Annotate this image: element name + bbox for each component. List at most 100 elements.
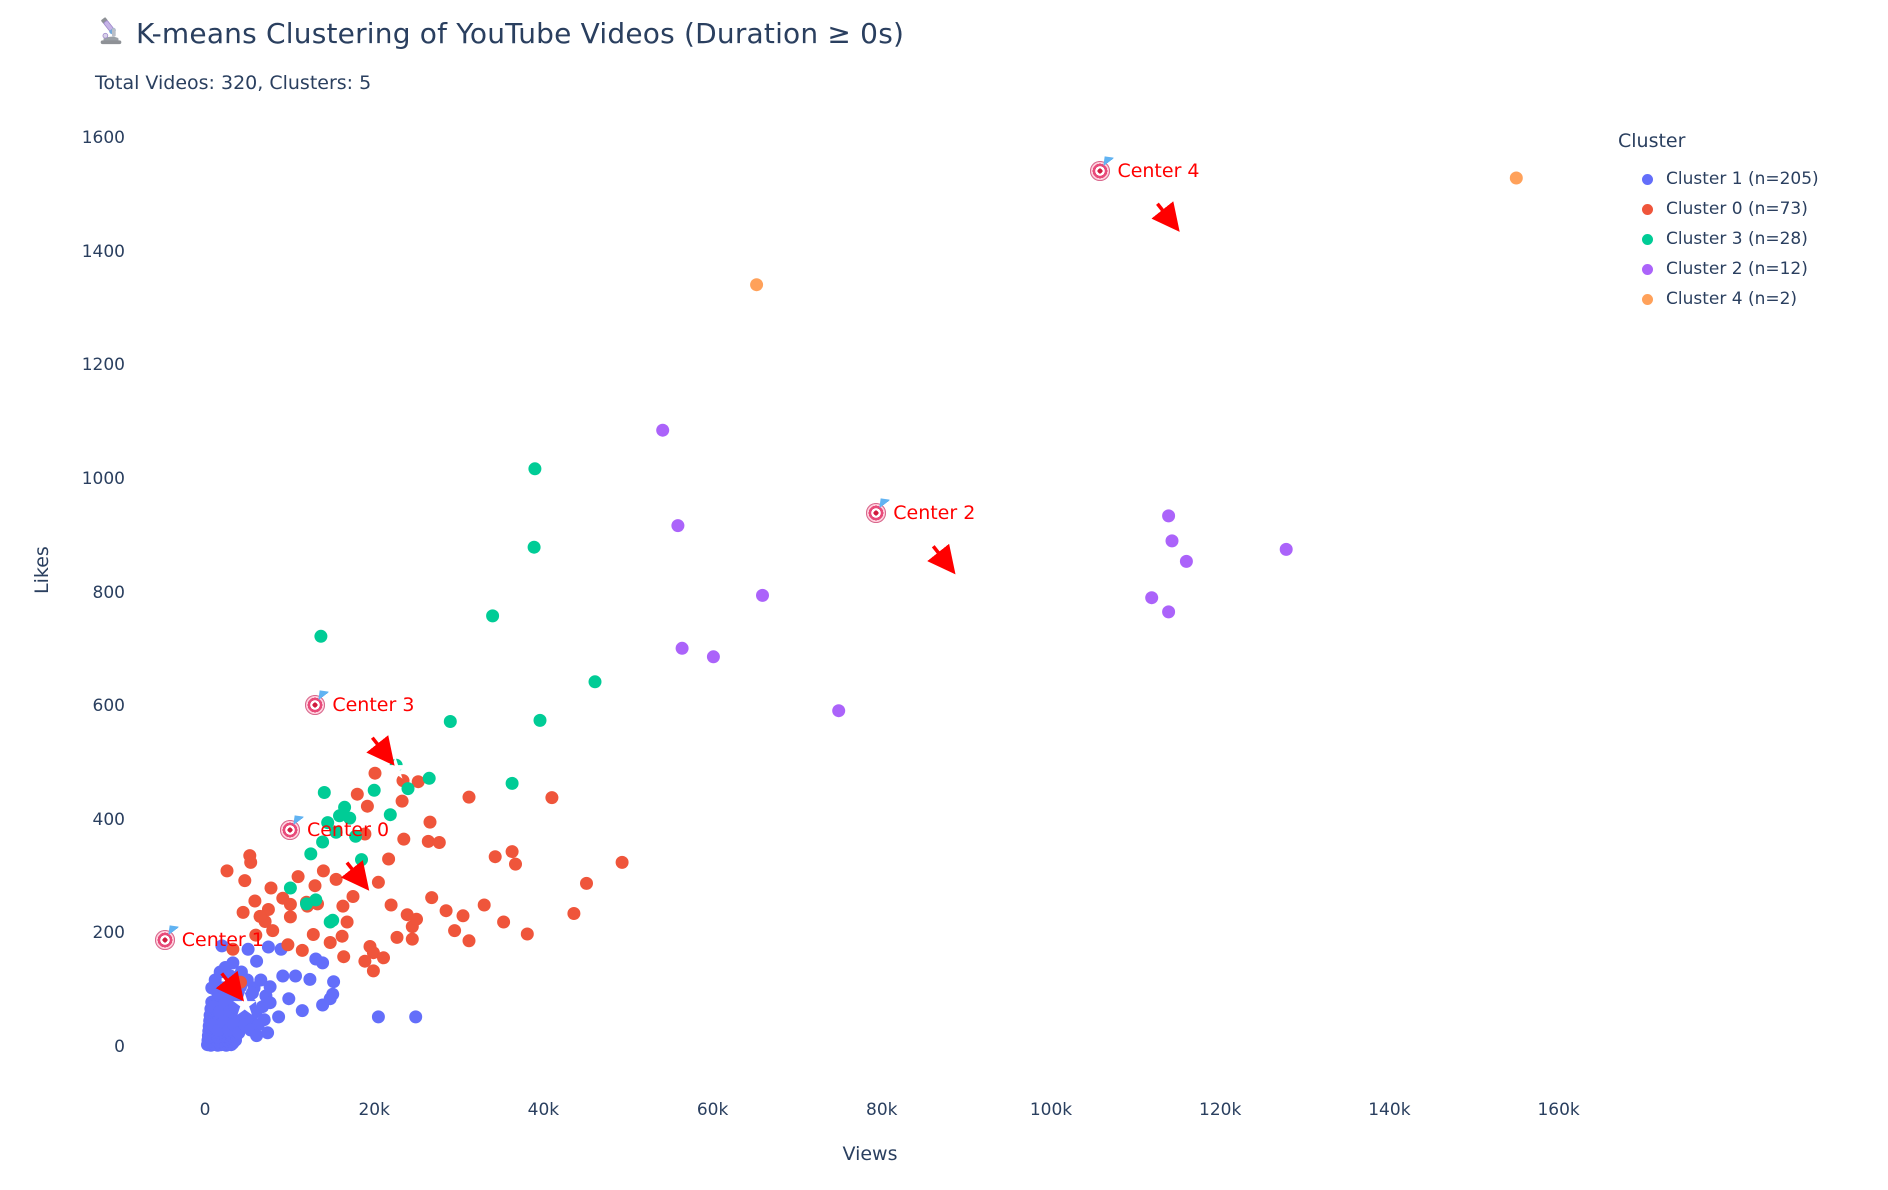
y-tick-label: 1200 bbox=[81, 355, 125, 376]
center-label: Center 0 bbox=[306, 818, 390, 841]
scatter-point bbox=[264, 881, 278, 895]
scatter-point bbox=[281, 938, 295, 952]
x-tick-label: 80k bbox=[866, 1100, 898, 1120]
scatter-point bbox=[340, 915, 354, 929]
scatter-point bbox=[439, 904, 453, 918]
legend-item-cluster-4[interactable]: Cluster 4 (n=2) bbox=[1618, 284, 1819, 314]
scatter-point bbox=[349, 829, 363, 843]
legend-item-cluster-3[interactable]: Cluster 3 (n=28) bbox=[1618, 224, 1819, 254]
scatter-point bbox=[1162, 605, 1176, 619]
scatter-point bbox=[316, 835, 330, 849]
scatter-point bbox=[304, 847, 318, 861]
scatter-point bbox=[358, 954, 372, 968]
scatter-point bbox=[425, 891, 439, 905]
scatter-point bbox=[366, 964, 380, 978]
scatter-point bbox=[283, 881, 297, 895]
center-arrow bbox=[1151, 201, 1180, 232]
scatter-point bbox=[241, 942, 255, 956]
scatter-point bbox=[355, 853, 368, 867]
scatter-point bbox=[282, 992, 296, 1006]
scatter-point bbox=[527, 540, 541, 554]
scatter-point bbox=[226, 956, 240, 970]
x-tick-label: 20k bbox=[358, 1100, 390, 1120]
scatter-point bbox=[329, 825, 343, 839]
scatter-point bbox=[410, 912, 423, 926]
scatter-point bbox=[545, 791, 559, 805]
legend-dot bbox=[1642, 233, 1653, 245]
legend-item-cluster-1[interactable]: Cluster 1 (n=205) bbox=[1618, 164, 1819, 194]
center-arrow bbox=[340, 860, 370, 891]
scatter-point bbox=[456, 909, 470, 923]
scatter-point bbox=[314, 629, 328, 643]
scatter-point bbox=[215, 939, 229, 953]
scatter-point bbox=[395, 794, 409, 808]
scatter-point bbox=[220, 864, 234, 878]
y-tick-label: 400 bbox=[92, 809, 125, 830]
scatter-point bbox=[371, 875, 385, 889]
scatter-point bbox=[327, 975, 341, 989]
scatter-point bbox=[335, 929, 349, 943]
legend-item-label: Cluster 1 (n=205) bbox=[1666, 169, 1819, 189]
scatter-point bbox=[615, 855, 629, 869]
legend-dot bbox=[1642, 203, 1653, 215]
scatter-point bbox=[421, 834, 435, 848]
scatter-point bbox=[497, 915, 511, 929]
scatter-point bbox=[263, 996, 277, 1010]
legend: Cluster Cluster 1 (n=205) Cluster 0 (n=73… bbox=[1618, 130, 1819, 314]
scatter-point bbox=[226, 942, 240, 956]
scatter-point bbox=[401, 782, 415, 796]
scatter-point bbox=[382, 852, 396, 866]
scatter-point bbox=[706, 650, 720, 664]
center-arrow bbox=[927, 543, 956, 575]
scatter-point bbox=[750, 278, 764, 292]
series-cluster-1 bbox=[220, 766, 629, 989]
scatter-point bbox=[323, 915, 337, 929]
scatter-point bbox=[291, 870, 305, 884]
legend-dot bbox=[1642, 173, 1653, 185]
scatter-point bbox=[289, 969, 302, 983]
scatter-point bbox=[588, 675, 602, 689]
scatter-point bbox=[580, 876, 593, 890]
target-icon bbox=[154, 930, 175, 951]
cluster-center-annotation: Center 0 bbox=[279, 818, 390, 841]
scatter-point bbox=[250, 1029, 264, 1043]
center-arrow bbox=[366, 735, 395, 766]
scatter-point bbox=[309, 952, 323, 966]
scatter-point bbox=[337, 950, 351, 964]
scatter-point bbox=[377, 951, 390, 965]
x-tick-label: 160k bbox=[1537, 1100, 1580, 1120]
scatter-point bbox=[336, 899, 350, 913]
scatter-point bbox=[266, 924, 280, 938]
scatter-point bbox=[1279, 542, 1293, 556]
center-label: Center 4 bbox=[1117, 159, 1200, 182]
scatter-point bbox=[323, 992, 337, 1006]
legend-item-cluster-2[interactable]: Cluster 2 (n=12) bbox=[1618, 254, 1819, 284]
scatter-point bbox=[443, 715, 457, 728]
legend-dot bbox=[1642, 263, 1653, 275]
scatter-point bbox=[423, 815, 437, 829]
scatter-point bbox=[261, 940, 275, 954]
scatter-point bbox=[343, 811, 357, 825]
scatter-point bbox=[1162, 509, 1176, 523]
scatter-point bbox=[245, 986, 259, 1000]
scatter-point bbox=[505, 845, 519, 859]
scatter-point bbox=[236, 905, 250, 919]
scatter-point bbox=[308, 879, 322, 893]
legend-item-label: Cluster 0 (n=73) bbox=[1666, 199, 1808, 219]
scatter-point bbox=[505, 776, 519, 790]
center-arrow bbox=[215, 970, 245, 1002]
legend-item-cluster-0[interactable]: Cluster 0 (n=73) bbox=[1618, 194, 1819, 224]
scatter-point bbox=[533, 713, 547, 727]
series-cluster-0 bbox=[201, 939, 423, 1052]
legend-items: Cluster 1 (n=205) Cluster 0 (n=73) Cluster… bbox=[1618, 164, 1819, 314]
scatter-point bbox=[283, 910, 297, 924]
y-tick-label: 1400 bbox=[81, 241, 125, 262]
y-tick-label: 800 bbox=[92, 582, 125, 603]
scatter-point bbox=[243, 849, 257, 863]
x-tick-label: 0 bbox=[199, 1100, 211, 1120]
scatter-point bbox=[350, 787, 364, 801]
scatter-point bbox=[405, 932, 419, 946]
legend-dot bbox=[1642, 293, 1653, 305]
scatter-point bbox=[448, 924, 462, 938]
